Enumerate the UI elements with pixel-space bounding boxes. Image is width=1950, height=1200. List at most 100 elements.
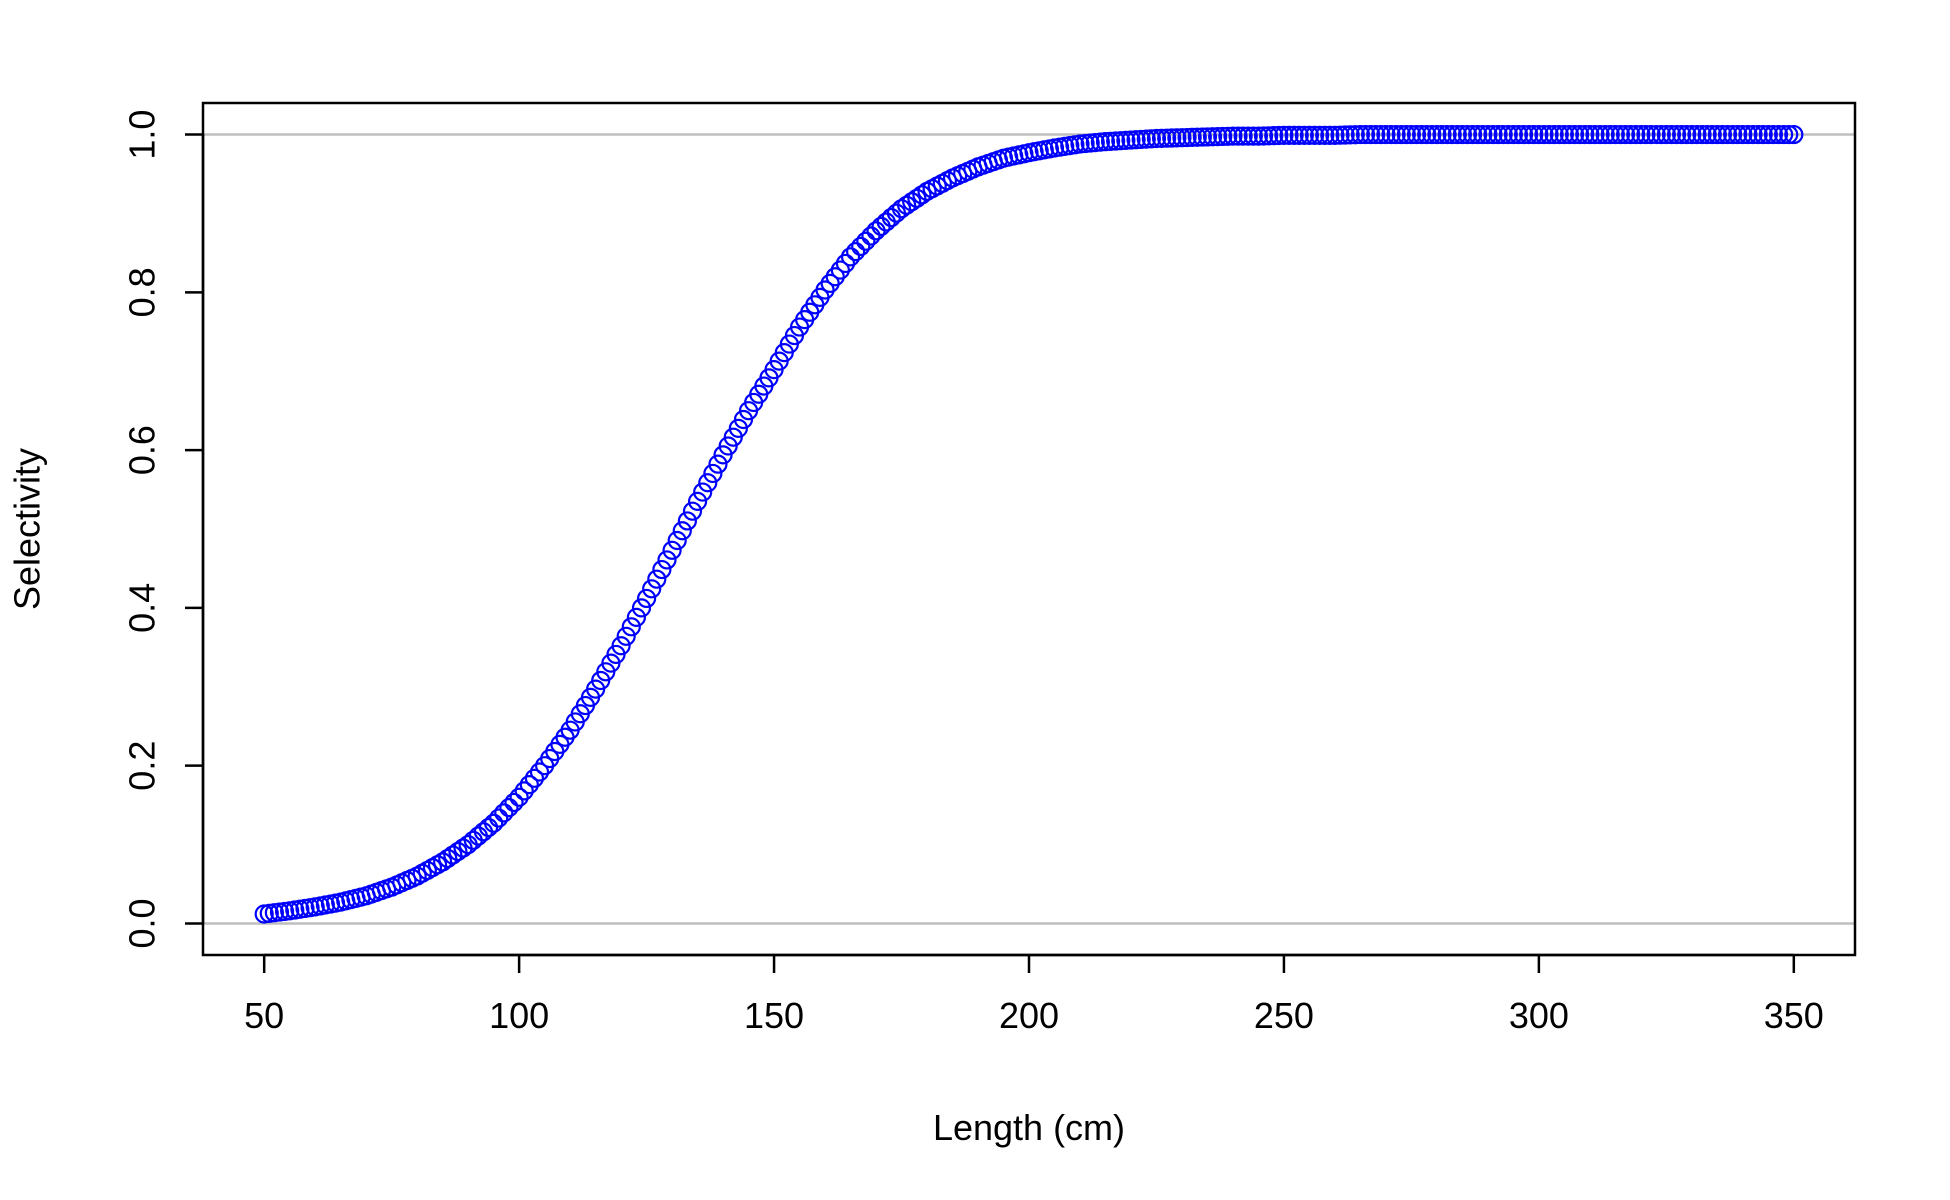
data-point [1264,126,1284,146]
y-tick-label: 0.6 [122,425,163,475]
data-point [1743,124,1763,145]
data-point [1391,124,1411,145]
data-point [499,798,519,818]
data-point [1707,124,1727,145]
data-point [1712,124,1733,145]
data-point [652,559,672,580]
data-points [254,124,1804,924]
data-point [1427,124,1447,145]
data-point [1442,124,1462,145]
data-point [1661,124,1682,145]
data-point [1774,124,1794,145]
data-point [891,199,912,219]
data-point [1116,130,1136,150]
data-point [1697,124,1717,145]
data-point [1738,124,1758,145]
data-point [1355,124,1376,145]
data-point [698,473,718,493]
data-point [494,803,514,823]
data-point [1570,124,1590,145]
x-tick-label: 200 [999,995,1059,1036]
data-point [1753,124,1773,145]
data-point [1723,124,1743,145]
data-point [1396,124,1416,145]
data-point [478,817,499,838]
data-point [1304,125,1325,145]
data-point [524,768,545,788]
data-point [1468,124,1488,145]
data-point [1692,124,1712,145]
x-axis-title: Length (cm) [933,1107,1125,1148]
data-point [1131,129,1151,150]
data-point [1361,124,1381,145]
data-point [1447,124,1467,145]
data-point [1600,124,1620,145]
data-point [1595,124,1615,145]
data-point [1345,125,1365,145]
data-point [662,540,682,560]
data-point [912,185,932,205]
data-point [840,247,861,267]
data-point [1320,125,1340,145]
data-point [1269,125,1289,146]
data-point [484,813,504,833]
data-point [1564,124,1585,145]
data-point [1784,124,1804,145]
data-point [1172,128,1192,148]
data-point [1473,124,1493,145]
data-point [1605,124,1625,145]
data-point [1513,124,1534,145]
data-point [1483,124,1503,145]
x-tick-label: 50 [244,995,284,1036]
data-point [1779,124,1799,145]
data-point [1728,124,1748,145]
data-point [1151,128,1172,148]
data-point [1192,127,1212,147]
data-point [1452,124,1472,145]
x-tick-label: 150 [744,995,804,1036]
data-point [1279,125,1299,145]
data-point [1366,124,1386,145]
data-point [514,781,534,801]
data-point [1167,128,1187,148]
data-point [1524,124,1544,145]
data-point [1636,124,1656,145]
data-point [1177,127,1197,148]
data-point [1406,124,1427,145]
data-point [856,231,876,251]
data-point [871,216,891,236]
data-point [642,579,662,599]
x-tick-label: 350 [1764,995,1824,1036]
data-point [1457,124,1478,145]
y-axis-title: Selectivity [7,448,48,610]
data-point [1733,124,1753,145]
data-point [1539,124,1559,145]
y-tick-label: 0.2 [122,741,163,791]
data-point [1335,125,1355,145]
data-point [1417,124,1437,145]
data-point [1223,126,1243,146]
data-point [1126,130,1146,150]
data-point [1626,124,1646,145]
data-point [509,787,529,807]
data-point [1146,128,1167,149]
data-point [1768,124,1789,145]
y-tick-label: 0.4 [122,583,163,633]
data-point [1401,124,1422,145]
data-point [667,530,687,551]
data-point [1294,125,1314,145]
y-axis: 0.0 0.2 0.4 0.6 0.8 1.0 [122,110,205,948]
data-point [1330,125,1350,145]
data-point [631,598,652,618]
data-point [1157,128,1177,148]
data-point [846,242,866,262]
data-point [1259,126,1279,146]
data-point [1549,124,1569,145]
data-point [1412,124,1432,145]
data-point [1182,127,1202,147]
data-point [647,569,667,589]
data-point [1478,124,1498,145]
data-point [866,221,886,241]
data-point [902,192,922,212]
